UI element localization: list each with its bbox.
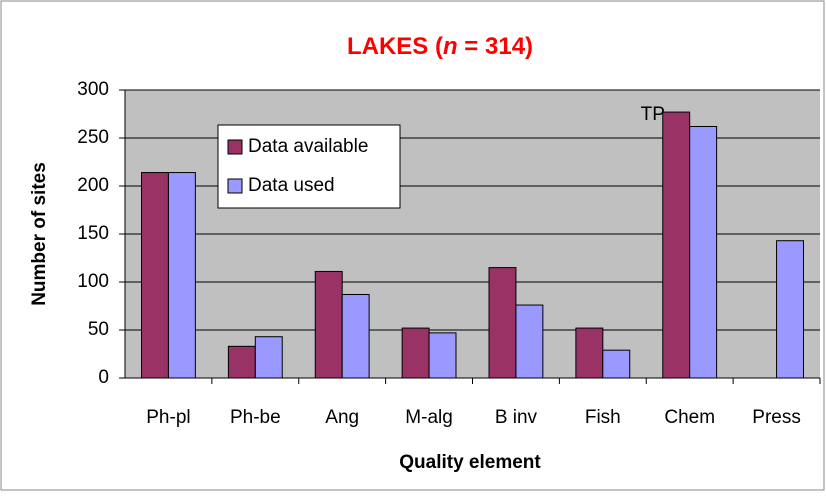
- annotation: TP: [641, 104, 665, 125]
- y-tick-label: 0: [98, 367, 109, 388]
- x-axis-title: Quality element: [399, 452, 541, 473]
- legend-swatch: [227, 139, 243, 155]
- legend-box: [217, 124, 401, 209]
- y-tick-label: 100: [77, 271, 109, 292]
- x-tick-label: Ph-be: [230, 407, 281, 428]
- title-part: LAKES (: [347, 33, 443, 60]
- x-tick-label: Ang: [325, 407, 359, 428]
- bar: [776, 240, 804, 379]
- title-part: n: [443, 33, 458, 60]
- bar: [341, 293, 370, 379]
- y-axis-title: Number of sites: [29, 162, 50, 306]
- bar: [254, 336, 283, 379]
- bar: [401, 327, 430, 379]
- bar: [488, 267, 517, 379]
- x-tick-label: M-alg: [405, 407, 453, 428]
- x-tick-label: Ph-pl: [146, 407, 190, 428]
- title-part: = 314): [458, 33, 533, 60]
- bar: [167, 172, 196, 379]
- bar: [662, 111, 691, 379]
- y-tick-label: 250: [77, 127, 109, 148]
- bar: [689, 125, 718, 379]
- x-tick-label: Chem: [664, 407, 715, 428]
- bar: [602, 349, 631, 379]
- bar: [141, 172, 169, 379]
- bar: [575, 327, 604, 379]
- x-tick-label: B inv: [495, 407, 538, 428]
- chart-title: LAKES (n = 314): [347, 33, 533, 60]
- y-tick-label: 50: [88, 319, 109, 340]
- x-tick-label: Press: [752, 407, 801, 428]
- legend-label: Data available: [248, 136, 368, 157]
- bar: [314, 270, 343, 379]
- legend-swatch: [227, 178, 243, 194]
- x-tick-label: Fish: [585, 407, 621, 428]
- bar: [227, 345, 256, 379]
- y-tick-label: 300: [77, 79, 109, 100]
- bar: [428, 332, 457, 379]
- y-tick-label: 200: [77, 175, 109, 196]
- y-tick-label: 150: [77, 223, 109, 244]
- legend-label: Data used: [248, 175, 335, 196]
- bar: [515, 304, 544, 379]
